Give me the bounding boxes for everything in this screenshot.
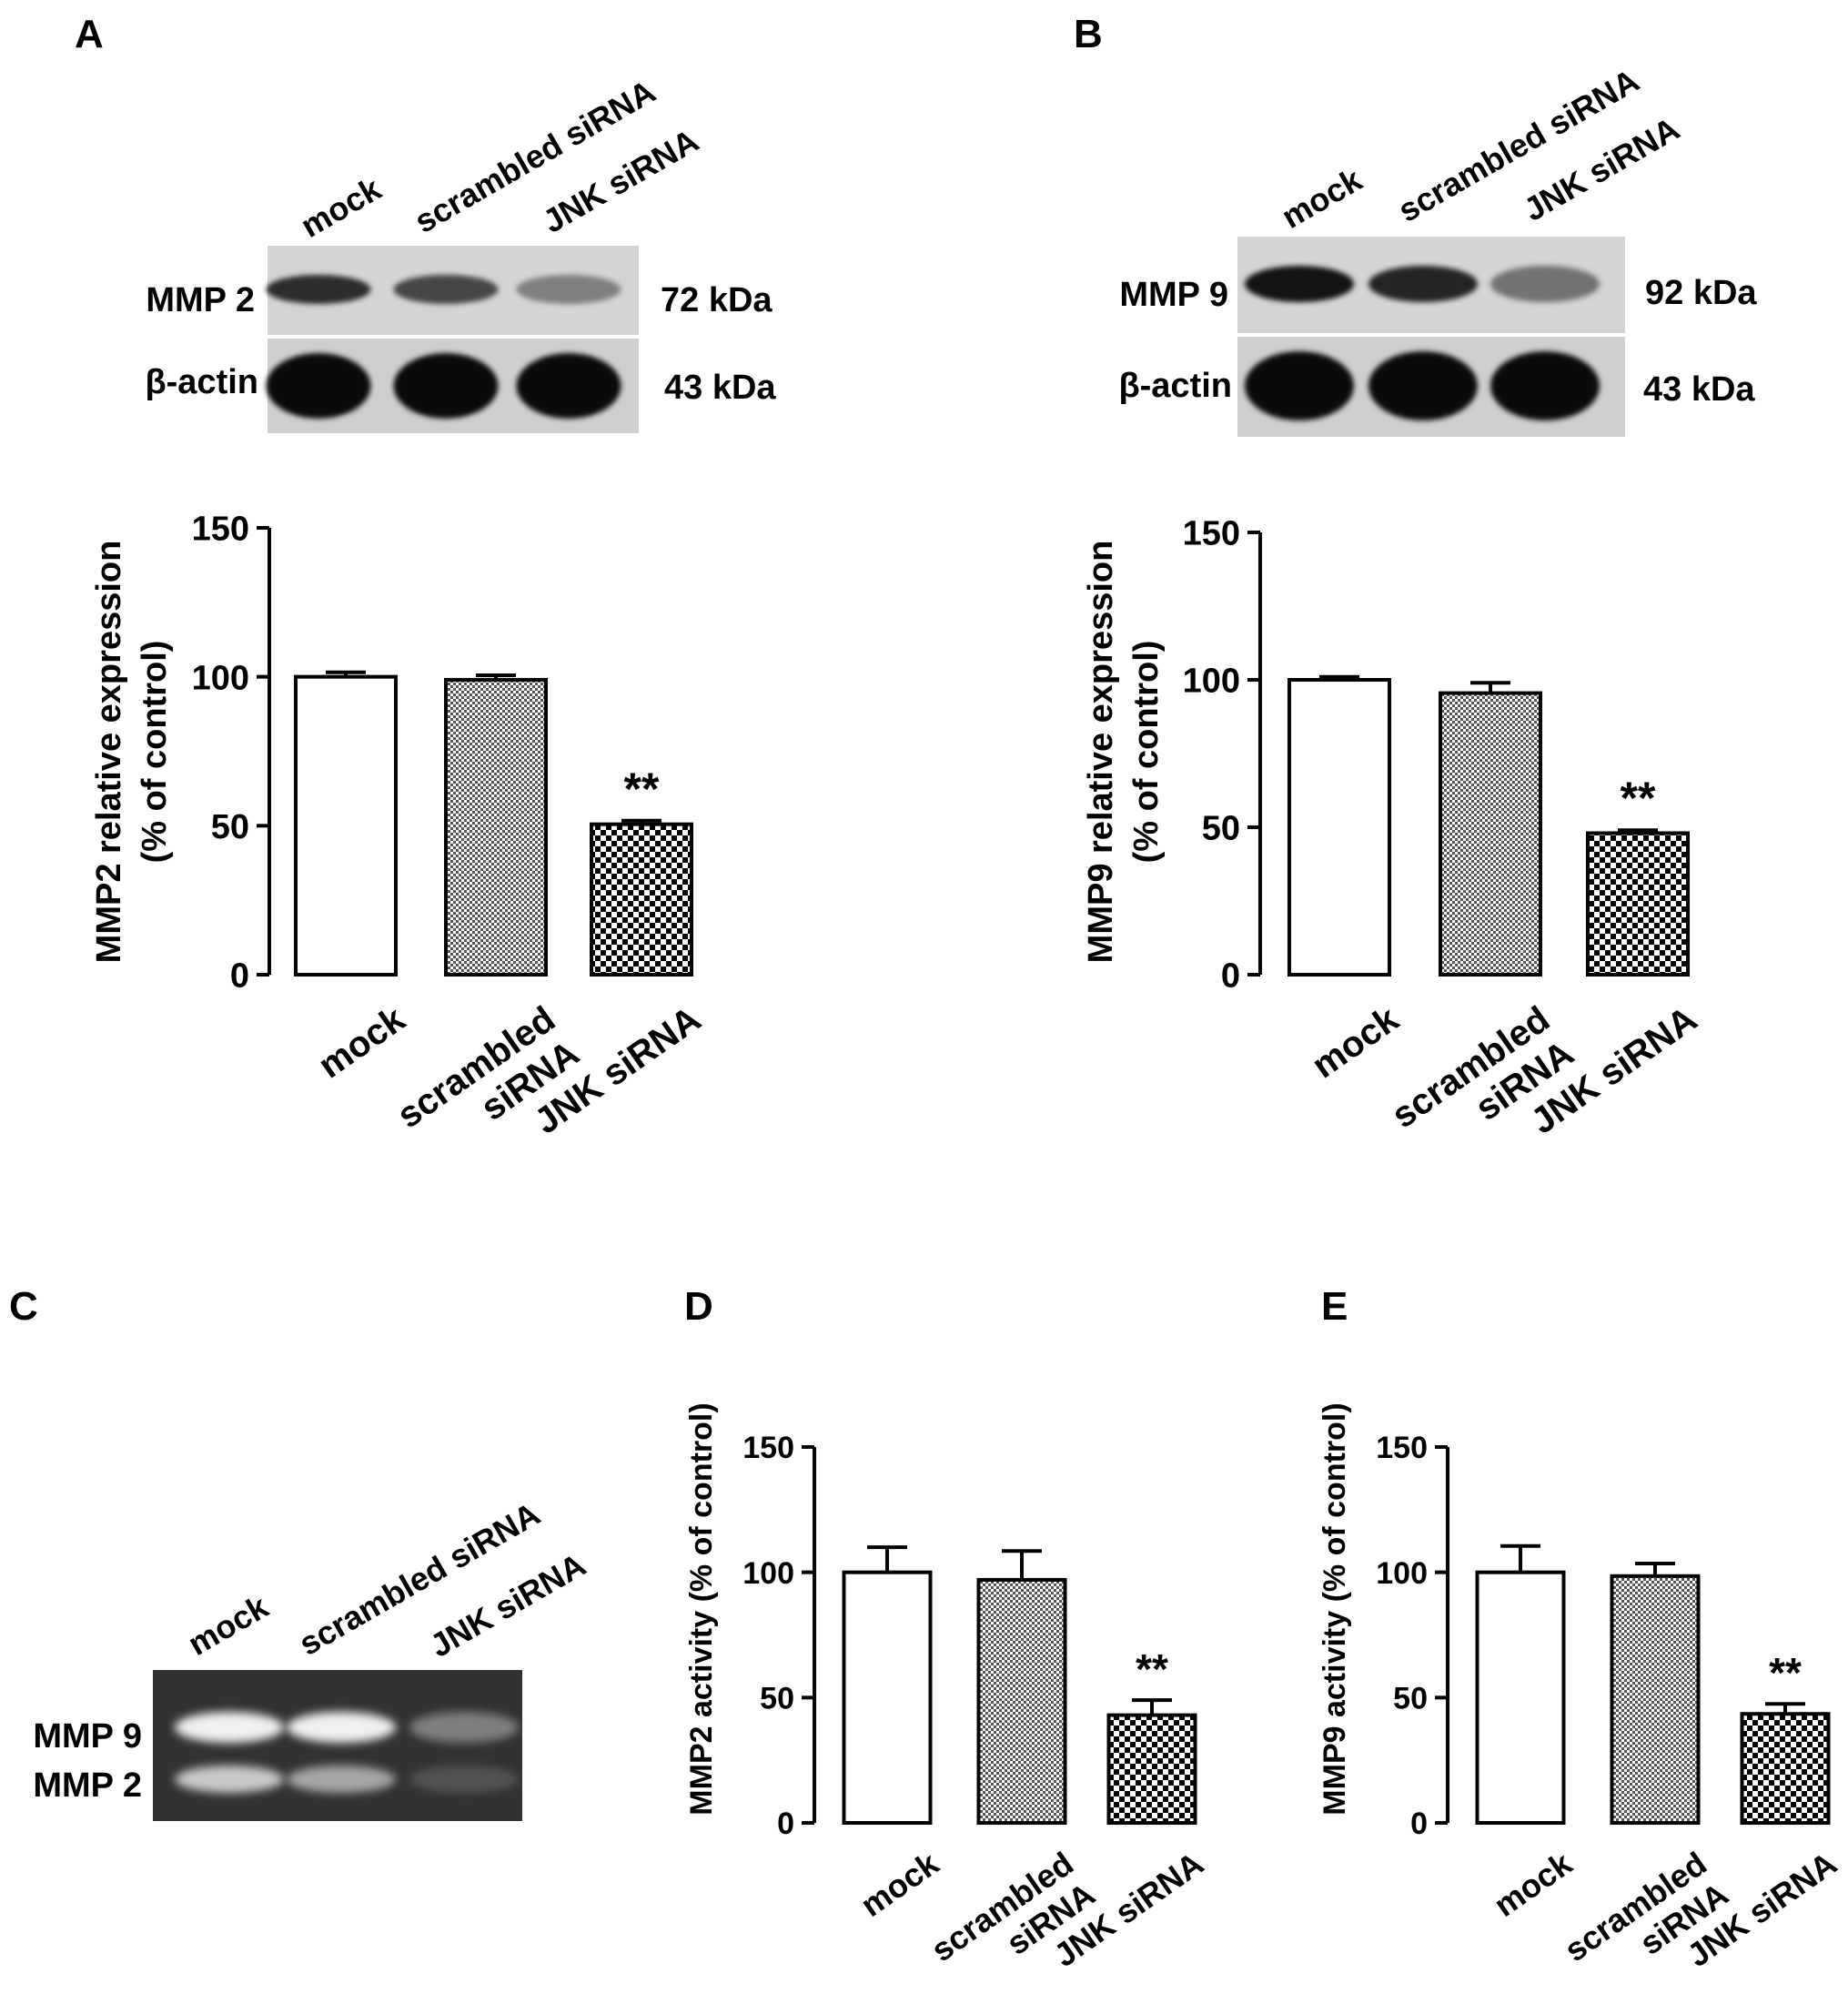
chart-b-significance: **	[1621, 773, 1656, 824]
chart-b-ytick-label-100: 100	[1183, 663, 1240, 701]
chart-a-significance: **	[624, 764, 660, 815]
chart-d-ytick-label-150: 150	[742, 1431, 794, 1465]
chart-b-bar-2	[1439, 691, 1542, 977]
chart-e-ylabel-line1: MMP9 activity (% of control)	[1318, 1402, 1352, 1815]
band-b-row2-lane3	[1490, 351, 1600, 420]
chart-a-ytick-label-100: 100	[192, 659, 249, 697]
panel-b-blot: B mock scrambled siRNA JNK siRNA MMP 9 β…	[1074, 12, 1757, 437]
chart-d: 0 50 100 150 MMP2 activity (% of control) moc…	[684, 1402, 1210, 2000]
blot-b-row-label-actin: β-actin	[1118, 367, 1232, 405]
chart-e-bar-2	[1610, 1574, 1701, 1825]
band-a-row1-lane3	[516, 275, 621, 304]
blot-a-kda-mmp2: 72 kDa	[661, 281, 773, 319]
gel-c-lane-mock: mock	[182, 1587, 276, 1663]
chart-a-ylabel-line1: MMP2 relative expression	[90, 541, 128, 964]
gel-c-lane-scrambled: scrambled siRNA	[293, 1494, 547, 1663]
panel-a-blot: A mock scrambled siRNA JNK siRNA MMP 2 β…	[75, 12, 776, 433]
band-b-row1-lane3	[1490, 266, 1600, 302]
chart-b-ytick-label-50: 50	[1202, 810, 1240, 848]
panel-letter-c: C	[9, 1284, 38, 1329]
band-a-row2-lane3	[516, 353, 621, 419]
chart-e-significance: **	[1769, 1649, 1802, 1696]
chart-e: 0 50 100 150 MMP9 activity (% of control) moc…	[1318, 1402, 1843, 2000]
band-b-row2-lane1	[1245, 351, 1354, 420]
chart-a-ytick-label-50: 50	[211, 808, 249, 846]
blot-a-lane-scrambled: scrambled siRNA	[409, 72, 662, 240]
chart-e-category-label-2: scrambledsiRNA	[1558, 1845, 1735, 2000]
panel-letter-e: E	[1321, 1284, 1348, 1329]
blot-a-row-label-actin: β-actin	[145, 363, 258, 401]
chart-a-bar-2	[444, 677, 548, 977]
band-c-row1-lane3	[409, 1712, 519, 1743]
band-a-row1-lane1	[266, 275, 371, 304]
band-c-row2-lane1	[175, 1766, 284, 1793]
blot-b-lane-mock: mock	[1276, 160, 1369, 236]
chart-e-ytick-label-0: 0	[1410, 1807, 1428, 1841]
chart-d-ytick-label-0: 0	[777, 1807, 794, 1841]
chart-a-ytick-label-0: 0	[230, 957, 249, 996]
chart-b-ylabel-line2: (% of control)	[1127, 641, 1166, 864]
chart-a-bar-1	[294, 674, 398, 977]
blot-a-kda-actin: 43 kDa	[664, 369, 776, 407]
panel-letter-a: A	[75, 12, 104, 56]
chart-a-ytick-label-150: 150	[192, 511, 249, 549]
chart-d-bar-1	[842, 1570, 933, 1825]
chart-d-category-label-2: scrambledsiRNA	[924, 1845, 1102, 2000]
panel-c-gel: C mock scrambled siRNA JNK siRNA MMP 9 M…	[9, 1284, 592, 1821]
band-c-row2-lane2	[287, 1766, 396, 1793]
chart-d-significance: **	[1136, 1645, 1168, 1693]
chart-b-ylabel-line1: MMP9 relative expression	[1082, 541, 1120, 964]
blot-a-lane-mock: mock	[295, 169, 389, 245]
chart-d-ytick-label-50: 50	[760, 1682, 794, 1716]
chart-b-bar-1	[1288, 678, 1391, 977]
chart-e-bar-3	[1740, 1712, 1831, 1825]
band-a-row2-lane1	[266, 353, 371, 419]
band-b-row1-lane2	[1368, 266, 1478, 302]
chart-d-bar-2	[976, 1577, 1067, 1825]
chart-a-bar-3	[590, 822, 693, 977]
chart-b-category-label-1: mock	[1305, 998, 1406, 1086]
band-b-row2-lane2	[1368, 351, 1478, 420]
blot-b-row-label-mmp9: MMP 9	[1119, 276, 1228, 314]
band-c-row1-lane2	[287, 1712, 396, 1743]
chart-b: 0 50 100 150 MMP9 relative expression (% of c…	[1082, 515, 1704, 1171]
chart-a-category-label-1: mock	[311, 998, 412, 1086]
gel-c-row-label-mmp9: MMP 9	[33, 1717, 142, 1756]
chart-d-bar-3	[1106, 1713, 1197, 1826]
gel-c-row-label-mmp2: MMP 2	[33, 1766, 142, 1805]
chart-e-ytick-label-100: 100	[1376, 1556, 1428, 1591]
chart-a-category-label-2: scrambledsiRNA	[390, 999, 587, 1171]
chart-b-ytick-label-150: 150	[1183, 515, 1240, 553]
chart-d-ylabel-line1: MMP2 activity (% of control)	[684, 1402, 719, 1815]
band-a-row1-lane2	[393, 275, 499, 304]
band-b-row1-lane1	[1245, 266, 1354, 302]
chart-b-ytick-label-0: 0	[1221, 957, 1240, 996]
panel-letter-d: D	[684, 1284, 713, 1329]
blot-a-row-label-mmp2: MMP 2	[146, 281, 255, 319]
chart-e-ytick-label-50: 50	[1393, 1682, 1428, 1716]
chart-e-category-label-1: mock	[1487, 1844, 1579, 1924]
chart-a-ylabel-line2: (% of control)	[136, 641, 174, 864]
chart-d-category-label-1: mock	[853, 1844, 945, 1924]
chart-d-ytick-label-100: 100	[742, 1556, 794, 1591]
panel-letter-b: B	[1074, 12, 1103, 56]
band-c-row2-lane3	[409, 1766, 519, 1793]
blot-b-kda-mmp9: 92 kDa	[1645, 274, 1757, 312]
chart-e-bar-1	[1475, 1570, 1566, 1825]
chart-e-ytick-label-150: 150	[1376, 1431, 1428, 1465]
blot-b-kda-actin: 43 kDa	[1643, 370, 1755, 409]
gel-c-background	[153, 1670, 522, 1821]
chart-a: 0 50 100 150 MMP2 relative expression (% of c…	[90, 511, 708, 1171]
band-c-row1-lane1	[175, 1712, 284, 1743]
chart-b-bar-3	[1586, 831, 1690, 977]
chart-b-category-label-2: scrambledsiRNA	[1385, 999, 1581, 1171]
band-a-row2-lane2	[393, 353, 499, 419]
